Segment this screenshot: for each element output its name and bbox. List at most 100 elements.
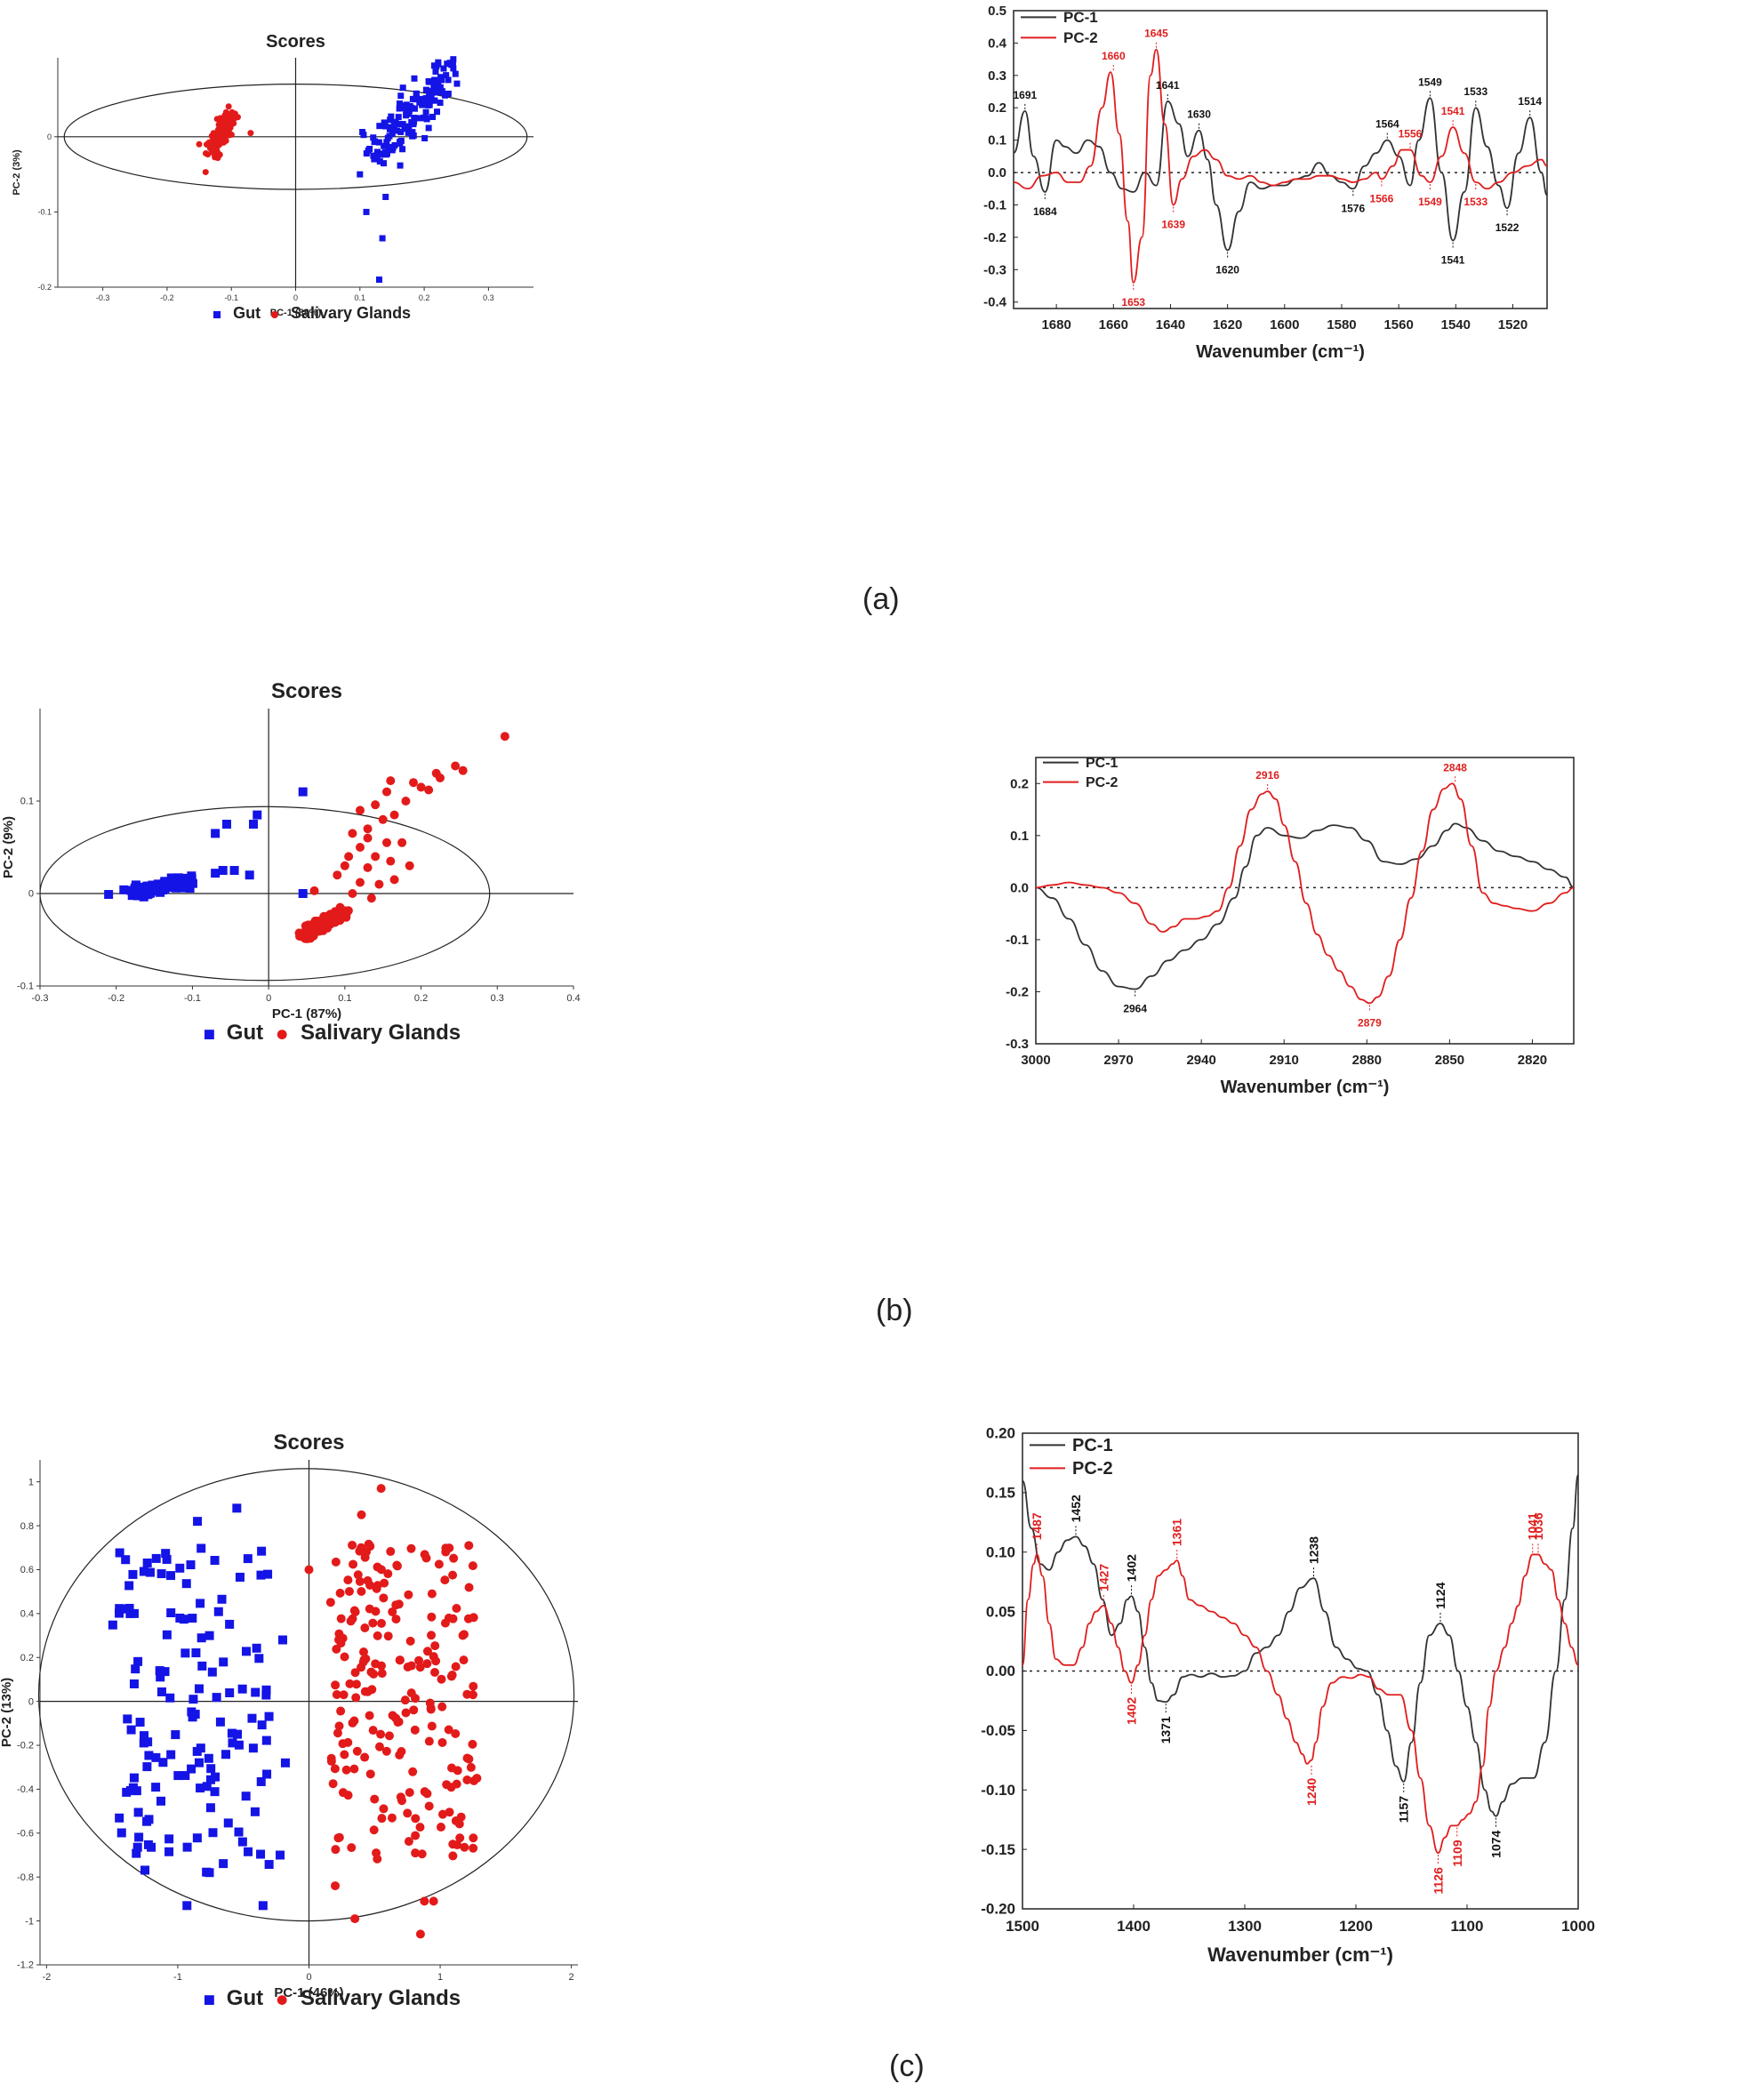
gut-point: [151, 1752, 161, 1762]
gut-point: [438, 88, 445, 95]
salivary-point: [313, 921, 323, 931]
gut-point: [116, 1828, 126, 1838]
salivary-point: [365, 1769, 375, 1779]
salivary-point: [363, 1575, 373, 1585]
gut-point: [371, 156, 378, 163]
x-tick-label: 0.2: [414, 993, 428, 1004]
gut-point: [133, 1807, 143, 1817]
gut-point: [142, 1816, 152, 1826]
salivary-point: [405, 1636, 415, 1646]
salivary-point: [356, 878, 365, 887]
y-tick-label: 0.6: [20, 1565, 34, 1575]
salivary-point: [333, 1728, 342, 1738]
gut-point: [180, 1648, 190, 1658]
y-tick-label: -0.1: [1006, 933, 1029, 948]
gut-point: [123, 1714, 132, 1724]
salivary-point: [420, 1787, 429, 1797]
gut-point: [261, 1735, 271, 1745]
y-tick-label: 0.0: [988, 165, 1006, 180]
salivary-point: [326, 1753, 336, 1763]
gut-point: [371, 139, 378, 146]
gut-point: [430, 62, 437, 69]
x-tick-label: 1000: [1561, 1918, 1595, 1935]
y-tick-label: 0.4: [20, 1609, 34, 1620]
salivary-point: [382, 838, 391, 847]
salivary-point: [351, 1693, 361, 1703]
salivary-point: [405, 1788, 414, 1798]
salivary-point: [436, 773, 445, 782]
x-tick-label: 1620: [1213, 317, 1242, 333]
y-tick-label: 0.0: [1010, 880, 1029, 895]
gut-point: [129, 1608, 139, 1618]
gut-point: [370, 152, 377, 159]
gut-point: [430, 82, 437, 89]
salivary-point: [401, 797, 411, 806]
gut-point: [104, 890, 114, 900]
salivary-point: [440, 1575, 450, 1585]
y-axis-label: PC-2 (9%): [1, 816, 16, 878]
x-tick-label: -1: [173, 1972, 182, 1983]
gut-point: [397, 162, 404, 169]
gut-point: [381, 160, 388, 167]
salivary-point: [449, 1553, 459, 1563]
gut-point: [164, 1834, 174, 1844]
y-tick-label: -0.2: [17, 1741, 34, 1751]
gut-point: [450, 56, 457, 63]
gut-point: [277, 1635, 287, 1645]
gut-point: [370, 134, 377, 141]
gut-point: [140, 1731, 149, 1741]
peak-label: 1660: [1102, 50, 1126, 62]
y-tick-label: 1: [28, 1477, 34, 1487]
gut-point: [437, 74, 445, 81]
gut-point: [196, 1543, 206, 1553]
salivary-point: [424, 785, 434, 795]
gut-point: [219, 1859, 229, 1869]
y-tick-label: 0: [28, 889, 34, 900]
salivary-point: [333, 870, 342, 880]
legend-label: PC-1: [1086, 756, 1119, 771]
gut-point: [405, 124, 413, 132]
salivary-point: [370, 1794, 380, 1804]
salivary-point: [436, 1823, 445, 1832]
gut-point: [411, 105, 418, 112]
x-axis-label: PC-1 (46%): [274, 1985, 343, 2000]
salivary-point: [343, 1737, 353, 1747]
salivary-point: [357, 1586, 366, 1596]
salivary-point: [211, 150, 218, 157]
salivary-point: [365, 1711, 374, 1720]
gut-point: [140, 1865, 150, 1875]
salivary-point: [331, 1557, 341, 1567]
x-tick-label: 1560: [1383, 317, 1413, 333]
salivary-point: [349, 1559, 358, 1569]
salivary-point: [231, 110, 238, 117]
x-tick-label: 1500: [1006, 1918, 1039, 1935]
salivary-point: [360, 1752, 370, 1762]
y-tick-label: -0.10: [981, 1782, 1015, 1799]
salivary-point: [464, 1541, 474, 1551]
gut-point: [401, 125, 408, 132]
gut-point: [421, 134, 429, 141]
salivary-point: [401, 1708, 411, 1718]
gut-point: [160, 1667, 170, 1677]
x-tick-label: -0.3: [96, 293, 110, 302]
salivary-point: [328, 1779, 338, 1789]
gut-point: [416, 99, 423, 106]
gut-point: [165, 1693, 175, 1703]
gut-point: [197, 1661, 207, 1671]
salivary-point: [410, 1725, 420, 1735]
gut-point: [254, 1654, 264, 1663]
x-tick-label: 2: [569, 1972, 574, 1983]
salivary-point: [331, 1680, 341, 1690]
gut-point: [359, 129, 366, 136]
salivary-point: [349, 1764, 359, 1774]
salivary-point: [348, 889, 357, 898]
salivary-point: [445, 1543, 454, 1553]
scores-plot-c: Scores -2 -1 0 1 2 1 0.8 0.6 0.4 0.2 0 -0.2 -0.4 -0.6 -…: [0, 1431, 578, 2010]
salivary-point: [374, 879, 384, 889]
gut-point: [202, 1782, 212, 1791]
peak-label: 1036: [1531, 1512, 1545, 1540]
gut-point: [425, 124, 432, 132]
salivary-point: [444, 1613, 453, 1623]
peak-label: 1109: [1450, 1840, 1464, 1867]
gut-point: [247, 1713, 257, 1723]
